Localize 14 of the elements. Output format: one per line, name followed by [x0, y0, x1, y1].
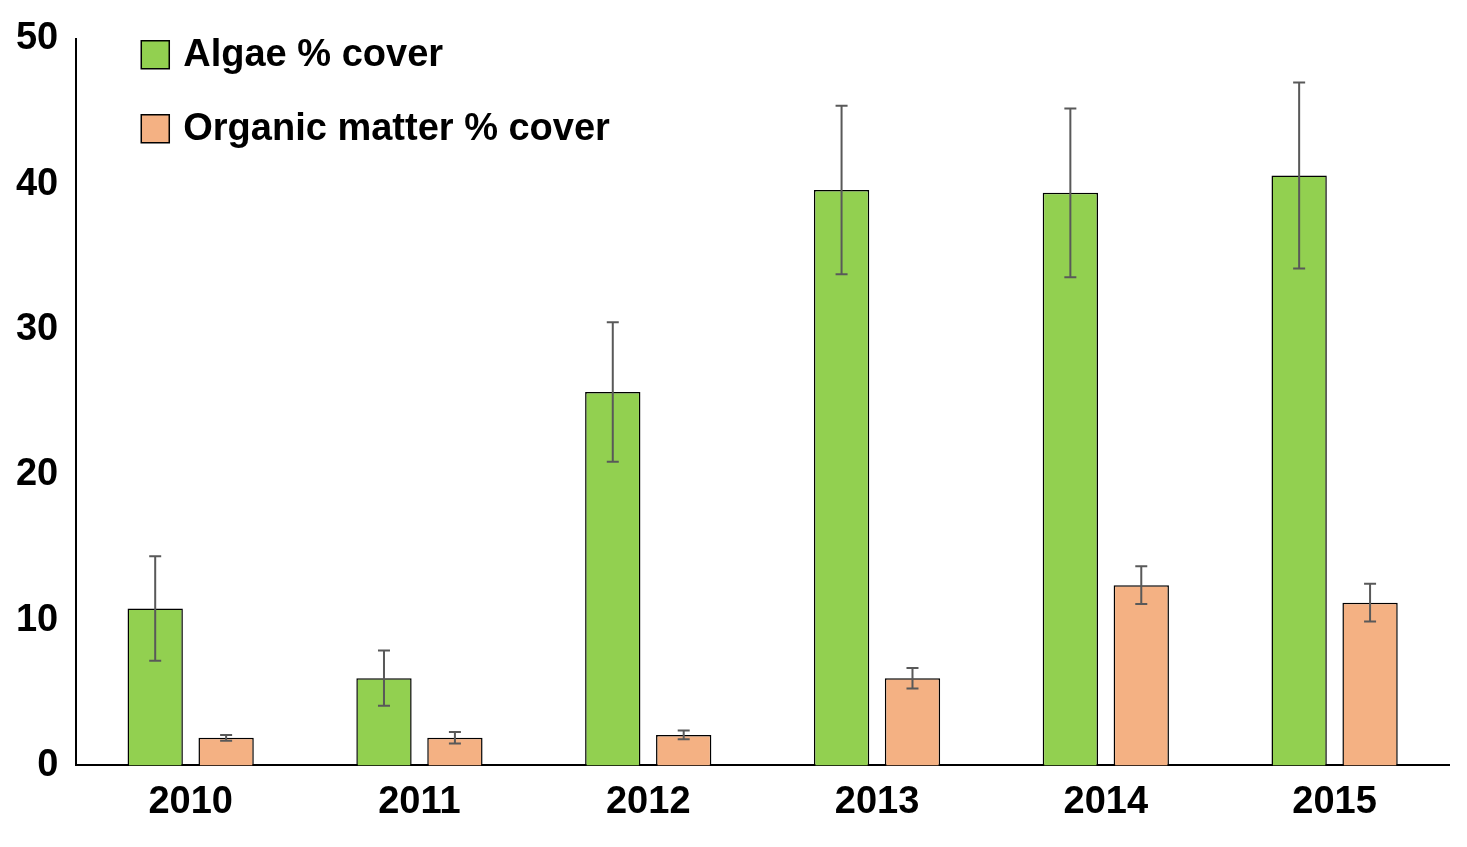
y-tick-label: 30 — [15, 305, 59, 348]
y-tick-label: 40 — [15, 160, 59, 203]
y-tick-label: 20 — [15, 451, 59, 494]
y-tick-label: 50 — [15, 15, 59, 58]
x-tick-label: 2013 — [834, 778, 920, 821]
y-tick-label: 0 — [37, 741, 59, 784]
x-tick-label: 2015 — [1292, 778, 1377, 821]
y-tick-label: 10 — [15, 596, 59, 639]
x-tick-label: 2014 — [1063, 778, 1149, 821]
x-tick-label: 2012 — [605, 778, 691, 821]
x-tick-label: 2011 — [378, 778, 461, 821]
legend-label: Algae % cover — [183, 32, 444, 75]
legend-label: Organic matter % cover — [183, 106, 611, 149]
x-tick-label: 2010 — [148, 778, 233, 821]
